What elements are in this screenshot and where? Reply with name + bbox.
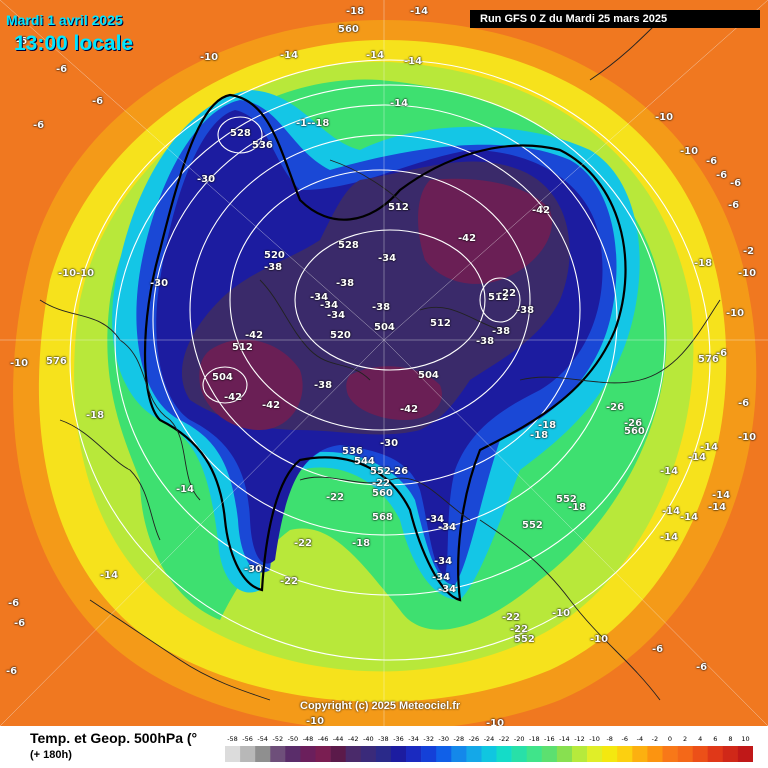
scale-swatch xyxy=(677,746,693,762)
scale-swatch xyxy=(315,746,331,762)
scale-tick-label: -36 xyxy=(393,735,404,743)
scale-swatch xyxy=(541,746,558,762)
scale-swatch xyxy=(375,746,392,762)
scale-tick-label: -58 xyxy=(227,735,238,743)
scale-swatch xyxy=(390,746,407,762)
scale-tick-label: -34 xyxy=(408,735,419,743)
scale-tick-label: -40 xyxy=(363,735,374,743)
scale-tick-label: -4 xyxy=(637,735,643,743)
scale-tick-label: -28 xyxy=(453,735,464,743)
scale-tick-label: -42 xyxy=(348,735,359,743)
scale-tick-label: -54 xyxy=(257,735,268,743)
scale-swatch xyxy=(707,746,724,762)
scale-swatch xyxy=(481,746,497,762)
scale-tick-label: -2 xyxy=(652,735,658,743)
scale-swatch xyxy=(330,746,346,762)
scale-tick-label: -14 xyxy=(559,735,570,743)
scale-swatch xyxy=(572,746,588,762)
field-cold-core-east xyxy=(418,178,552,284)
coastlines xyxy=(39,19,721,701)
scale-swatch xyxy=(406,746,422,762)
scale-swatch xyxy=(647,746,663,762)
scale-swatch xyxy=(662,746,678,762)
scale-tick-label: -30 xyxy=(438,735,449,743)
meridians xyxy=(0,0,768,726)
scale-tick-label: 8 xyxy=(728,735,732,743)
scale-swatch xyxy=(496,746,512,762)
temperature-scale: -58 -56 -54 -52 -50 -48 -46 -44 -42 -40 -38 -36 -34-… xyxy=(225,735,753,762)
scale-swatch xyxy=(451,746,467,762)
scale-tick-label: -48 xyxy=(303,735,314,743)
scale-tick-label: -38 xyxy=(378,735,389,743)
scale-swatch xyxy=(556,746,573,762)
scale-swatch xyxy=(692,746,709,762)
scale-swatch xyxy=(587,746,603,762)
scale-tick-label: -16 xyxy=(544,735,555,743)
scale-tick-label: -18 xyxy=(529,735,540,743)
scale-tick-label: -26 xyxy=(469,735,480,743)
scale-tick-label: -20 xyxy=(514,735,525,743)
scale-swatch xyxy=(270,746,286,762)
scale-tick-label: 10 xyxy=(741,735,749,743)
forecast-local-time: 13:00 locale xyxy=(14,32,134,55)
map-title: Temp. et Geop. 500hPa (° xyxy=(30,730,198,746)
scale-swatch xyxy=(632,746,648,762)
scale-swatch xyxy=(526,746,543,762)
scale-swatch xyxy=(255,746,271,762)
scale-swatch xyxy=(617,746,633,762)
scale-tick-label: -8 xyxy=(606,735,612,743)
scale-swatch xyxy=(466,746,482,762)
scale-swatch xyxy=(225,746,241,762)
scale-tick-label: -10 xyxy=(589,735,600,743)
scale-swatch xyxy=(737,746,753,762)
legend-footer: Temp. et Geop. 500hPa (° (+ 180h) -58 -56… xyxy=(0,726,768,768)
scale-tick-label: 2 xyxy=(683,735,687,743)
scale-tick-label: -24 xyxy=(484,735,495,743)
run-info-banner: Run GFS 0 Z du Mardi 25 mars 2025 xyxy=(470,10,760,28)
scale-swatch xyxy=(436,746,452,762)
scale-tick-label: -52 xyxy=(272,735,283,743)
copyright-notice: Copyright (c) 2025 Meteociel.fr xyxy=(300,700,461,712)
scale-tick-label: -56 xyxy=(242,735,253,743)
scale-tick-label: 4 xyxy=(698,735,702,743)
scale-tick-label: -6 xyxy=(622,735,628,743)
scale-tick-label: -22 xyxy=(499,735,510,743)
scale-tick-label: -44 xyxy=(333,735,344,743)
scale-swatch xyxy=(421,746,437,762)
scale-swatch xyxy=(300,746,316,762)
scale-swatch xyxy=(511,746,527,762)
forecast-date: Mardi 1 avril 2025 xyxy=(6,12,123,28)
scale-tick-label: -32 xyxy=(423,735,434,743)
scale-swatch xyxy=(345,746,362,762)
scale-swatch xyxy=(285,746,301,762)
thick-isohypse xyxy=(143,93,627,602)
scale-tick-label: -12 xyxy=(574,735,585,743)
scale-swatch xyxy=(602,746,618,762)
scale-tick-label: 6 xyxy=(713,735,717,743)
scale-swatch xyxy=(360,746,377,762)
scale-swatch xyxy=(722,746,739,762)
field-cold-core-west xyxy=(199,339,303,430)
scale-tick-label: -50 xyxy=(288,735,299,743)
lead-time: (+ 180h) xyxy=(30,749,72,761)
scale-tick-label: -46 xyxy=(318,735,329,743)
scale-tick-label: 0 xyxy=(668,735,672,743)
scale-swatch xyxy=(240,746,256,762)
weather-map xyxy=(0,0,768,726)
